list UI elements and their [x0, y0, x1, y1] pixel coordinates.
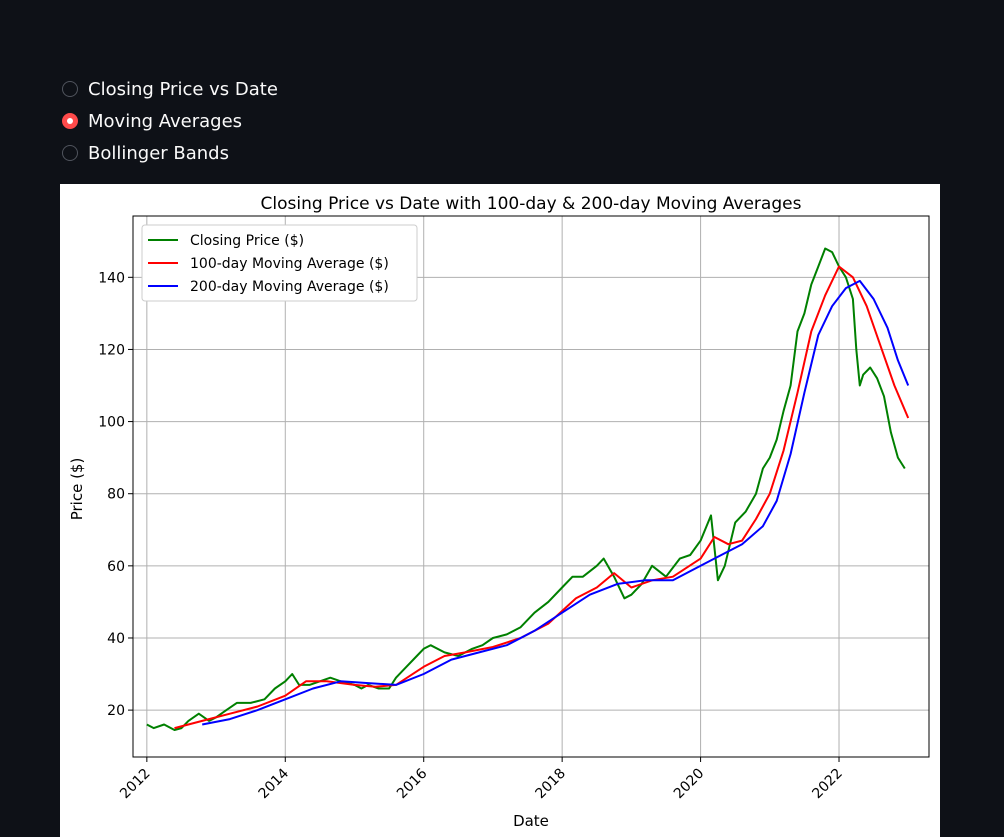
y-tick-label: 140: [98, 270, 125, 286]
series-lines: [146, 247, 910, 731]
x-tick-label: 2016: [394, 765, 431, 802]
y-tick-label: 60: [107, 559, 125, 575]
x-tick-label: 2018: [532, 766, 569, 803]
radio-circle-icon[interactable]: [62, 81, 78, 97]
x-tick-label: 2022: [809, 766, 846, 803]
plot-frame: [132, 215, 930, 758]
radio-label[interactable]: Closing Price vs Date: [88, 78, 278, 100]
chart-type-radio-group: Closing Price vs Date Moving Averages Bo…: [62, 73, 278, 169]
moving-averages-chart: Closing Price vs Date with 100-day & 200…: [68, 194, 930, 830]
legend-label: 200-day Moving Average ($): [190, 279, 389, 295]
radio-dot-icon: [67, 118, 73, 124]
y-tick-label: 120: [98, 342, 125, 358]
y-tick-label: 100: [98, 415, 125, 431]
radio-bollinger-bands[interactable]: Bollinger Bands: [62, 137, 278, 169]
chart-title: Closing Price vs Date with 100-day & 200…: [261, 194, 802, 214]
legend: Closing Price ($) 100-day Moving Average …: [141, 224, 418, 302]
chart-container: Closing Price vs Date with 100-day & 200…: [60, 184, 940, 837]
x-axis-label: Date: [513, 812, 549, 830]
series-line-2: [174, 265, 910, 730]
grid-lines: [133, 216, 929, 757]
radio-circle-icon[interactable]: [62, 113, 78, 129]
legend-box: [141, 224, 418, 302]
radio-circle-icon[interactable]: [62, 145, 78, 161]
radio-closing-price[interactable]: Closing Price vs Date: [62, 73, 278, 105]
radio-label[interactable]: Bollinger Bands: [88, 142, 229, 164]
x-tick-label: 2012: [117, 766, 154, 803]
y-tick-label: 20: [107, 703, 125, 719]
x-tick-label: 2020: [671, 766, 708, 803]
series-line-1: [146, 247, 906, 731]
y-axis-label: Price ($): [68, 458, 86, 521]
legend-label: Closing Price ($): [190, 233, 304, 249]
radio-moving-averages[interactable]: Moving Averages: [62, 105, 278, 137]
y-tick-label: 80: [107, 487, 125, 503]
y-tick-label: 40: [107, 631, 125, 647]
legend-label: 100-day Moving Average ($): [190, 256, 389, 272]
radio-label[interactable]: Moving Averages: [88, 110, 243, 132]
x-tick-label: 2014: [256, 765, 293, 802]
series-line-3: [202, 279, 910, 726]
